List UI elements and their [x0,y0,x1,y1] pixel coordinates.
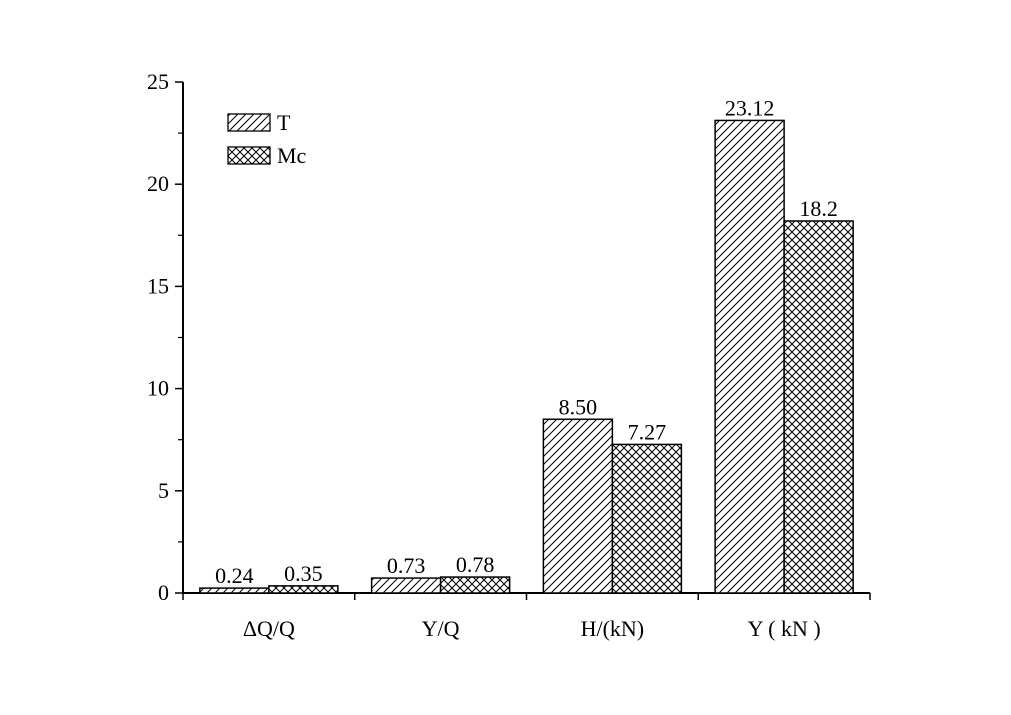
y-tick-label: 5 [158,478,169,503]
data-label: 23.12 [725,95,775,120]
bars [199,119,854,594]
bar-mc [611,443,683,594]
legend: T Mc [227,110,307,168]
legend-swatch-mc [227,146,271,165]
legend-label-t: T [277,110,291,135]
data-label: 7.27 [628,419,667,444]
legend-swatch-t [227,113,271,132]
legend-label-mc: Mc [277,143,307,168]
x-category-label: ΔQ/Q [243,616,295,641]
y-tick-label: 20 [147,171,169,196]
bar-t [199,587,270,594]
x-category-label: Y/Q [422,616,460,641]
y-tick-label: 0 [158,580,169,605]
data-labels: 0.24 0.35 0.73 0.78 8.50 7.27 23.12 18.2 [215,95,838,588]
y-tick-label: 15 [147,273,169,298]
bar-t [370,577,442,594]
bar-t [542,418,614,594]
data-label: 0.78 [456,552,495,577]
y-tick-label: 10 [147,376,169,401]
data-label: 18.2 [799,196,838,221]
bar-mc [439,576,511,594]
x-category-label: H/(kN) [581,616,645,641]
bar-mc [268,585,339,594]
x-category-label: Y ( kN ) [748,616,821,641]
bar-t [714,119,785,594]
data-label: 0.73 [387,553,426,578]
y-tick-label: 25 [147,69,169,94]
bar-mc [783,220,854,594]
data-label: 0.35 [284,561,323,586]
data-label: 0.24 [215,563,254,588]
data-label: 8.50 [559,394,598,419]
